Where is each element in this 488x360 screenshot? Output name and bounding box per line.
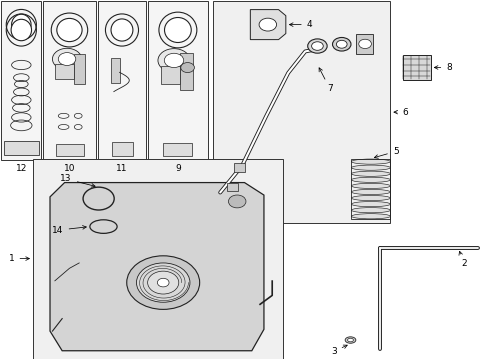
Bar xyxy=(147,1,207,160)
Bar xyxy=(98,1,146,160)
Text: 4: 4 xyxy=(289,20,312,29)
Text: 3: 3 xyxy=(330,345,346,356)
Bar xyxy=(163,143,192,156)
Text: 9: 9 xyxy=(175,164,181,173)
Bar xyxy=(74,54,85,84)
Ellipse shape xyxy=(311,42,323,50)
Circle shape xyxy=(358,39,371,49)
Circle shape xyxy=(52,48,81,70)
Circle shape xyxy=(181,63,194,73)
Ellipse shape xyxy=(351,189,389,194)
Bar xyxy=(212,1,389,223)
Circle shape xyxy=(157,278,169,287)
Ellipse shape xyxy=(351,183,389,189)
Bar xyxy=(351,158,389,219)
Ellipse shape xyxy=(351,159,389,164)
Text: 12: 12 xyxy=(16,164,27,173)
Ellipse shape xyxy=(111,19,133,41)
Text: 6: 6 xyxy=(393,108,407,117)
Bar xyxy=(4,141,39,155)
Text: 11: 11 xyxy=(116,164,127,173)
Polygon shape xyxy=(50,183,264,351)
Ellipse shape xyxy=(351,202,389,207)
Text: 13: 13 xyxy=(60,175,95,187)
Ellipse shape xyxy=(332,37,350,51)
Bar xyxy=(33,158,283,359)
Text: 5: 5 xyxy=(374,147,398,158)
Ellipse shape xyxy=(336,40,346,48)
Bar xyxy=(356,34,372,54)
Ellipse shape xyxy=(351,171,389,176)
Ellipse shape xyxy=(11,19,31,41)
Polygon shape xyxy=(250,10,285,40)
Ellipse shape xyxy=(345,337,355,343)
Ellipse shape xyxy=(351,208,389,213)
Text: 7: 7 xyxy=(319,68,332,93)
Circle shape xyxy=(126,256,199,309)
Text: 10: 10 xyxy=(63,164,75,173)
Bar xyxy=(233,163,245,172)
Bar xyxy=(42,1,96,160)
Ellipse shape xyxy=(307,39,326,53)
Text: 8: 8 xyxy=(433,63,451,72)
Ellipse shape xyxy=(164,18,191,42)
Circle shape xyxy=(58,53,76,66)
Text: 2: 2 xyxy=(458,251,466,269)
Circle shape xyxy=(228,195,245,208)
Bar xyxy=(112,143,132,156)
Ellipse shape xyxy=(347,338,353,342)
Ellipse shape xyxy=(351,214,389,219)
Ellipse shape xyxy=(57,18,82,42)
Circle shape xyxy=(147,271,179,294)
Ellipse shape xyxy=(12,14,31,35)
Bar xyxy=(55,64,74,79)
Bar xyxy=(56,144,84,156)
Circle shape xyxy=(158,49,190,72)
Circle shape xyxy=(164,53,183,68)
Bar xyxy=(1,1,41,160)
Ellipse shape xyxy=(351,195,389,201)
Bar xyxy=(402,55,430,80)
Bar xyxy=(226,183,238,192)
Bar xyxy=(161,67,180,84)
Circle shape xyxy=(136,263,189,302)
Text: 1: 1 xyxy=(9,254,29,263)
Circle shape xyxy=(259,18,276,31)
Bar xyxy=(111,58,119,83)
Bar xyxy=(180,53,193,90)
Text: 14: 14 xyxy=(52,226,86,235)
Ellipse shape xyxy=(351,165,389,170)
Ellipse shape xyxy=(351,177,389,183)
